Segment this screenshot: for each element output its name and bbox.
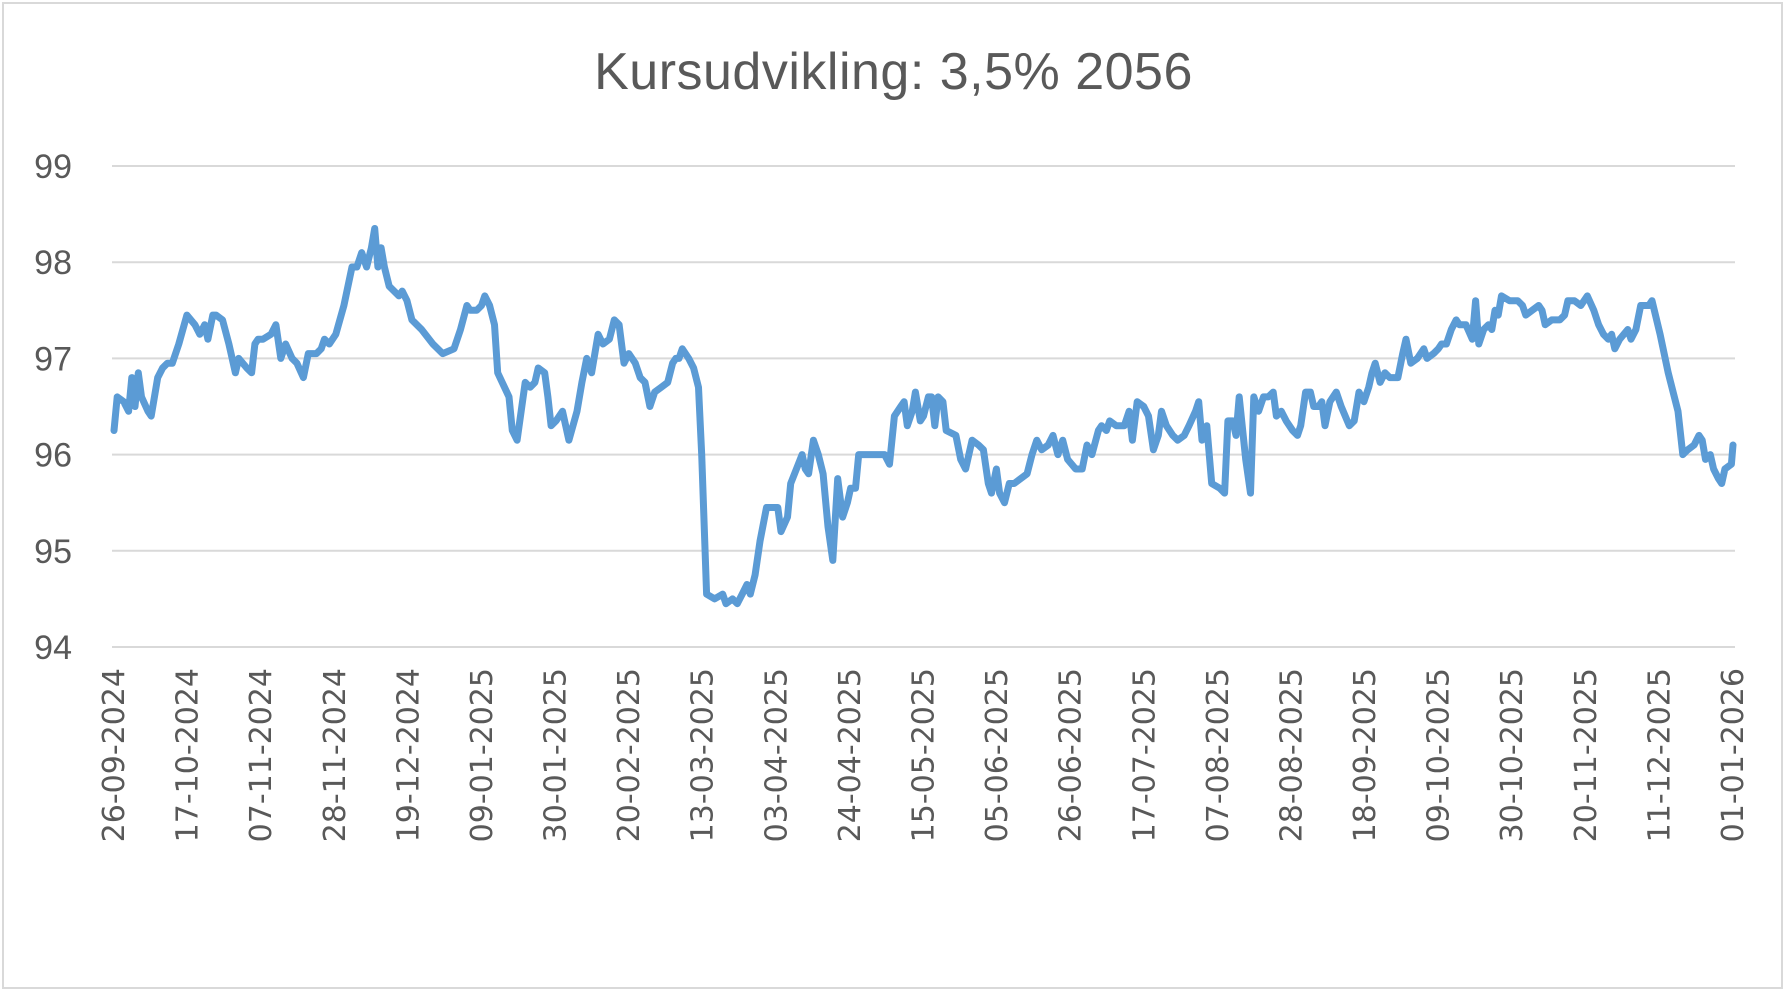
x-tick-label: 20-11-2025 bbox=[1569, 668, 1604, 842]
y-tick-label: 98 bbox=[34, 244, 72, 282]
y-tick-label: 94 bbox=[34, 629, 72, 667]
x-tick-label: 03-04-2025 bbox=[759, 668, 794, 842]
x-tick-label: 24-04-2025 bbox=[833, 668, 868, 842]
y-tick-label: 99 bbox=[34, 148, 72, 186]
y-axis-labels: 94 95 96 97 98 99 bbox=[34, 148, 72, 667]
x-tick-label: 01-01-2026 bbox=[1716, 668, 1751, 842]
x-tick-label: 20-02-2025 bbox=[612, 668, 647, 842]
y-tick-label: 95 bbox=[34, 533, 72, 571]
x-tick-label: 11-12-2025 bbox=[1642, 668, 1677, 842]
x-tick-label: 19-12-2024 bbox=[391, 668, 426, 842]
x-tick-label: 09-01-2025 bbox=[465, 668, 500, 842]
gridlines bbox=[112, 165, 1735, 648]
chart-title: Kursudvikling: 3,5% 2056 bbox=[594, 43, 1193, 101]
x-tick-label: 26-09-2024 bbox=[97, 668, 132, 842]
x-tick-label: 09-10-2025 bbox=[1422, 668, 1457, 842]
x-tick-label: 30-01-2025 bbox=[539, 668, 574, 842]
x-tick-label: 07-11-2024 bbox=[244, 668, 279, 842]
x-tick-label: 05-06-2025 bbox=[980, 668, 1015, 842]
x-axis-labels: 26-09-2024 17-10-2024 07-11-2024 28-11-2024… bbox=[97, 668, 1751, 842]
x-tick-label: 17-10-2024 bbox=[171, 668, 206, 842]
x-tick-label: 13-03-2025 bbox=[686, 668, 721, 842]
x-tick-label: 07-08-2025 bbox=[1201, 668, 1236, 842]
x-tick-label: 26-06-2025 bbox=[1054, 668, 1089, 842]
x-tick-label: 17-07-2025 bbox=[1127, 668, 1162, 842]
x-tick-label: 15-05-2025 bbox=[907, 668, 942, 842]
x-tick-label: 30-10-2025 bbox=[1495, 668, 1530, 842]
x-tick-label: 28-08-2025 bbox=[1274, 668, 1309, 842]
y-tick-label: 96 bbox=[34, 437, 72, 475]
price-line-series bbox=[110, 225, 1737, 608]
x-tick-label: 18-09-2025 bbox=[1348, 668, 1383, 842]
x-tick-label: 28-11-2024 bbox=[318, 668, 353, 842]
y-tick-label: 97 bbox=[34, 340, 72, 378]
